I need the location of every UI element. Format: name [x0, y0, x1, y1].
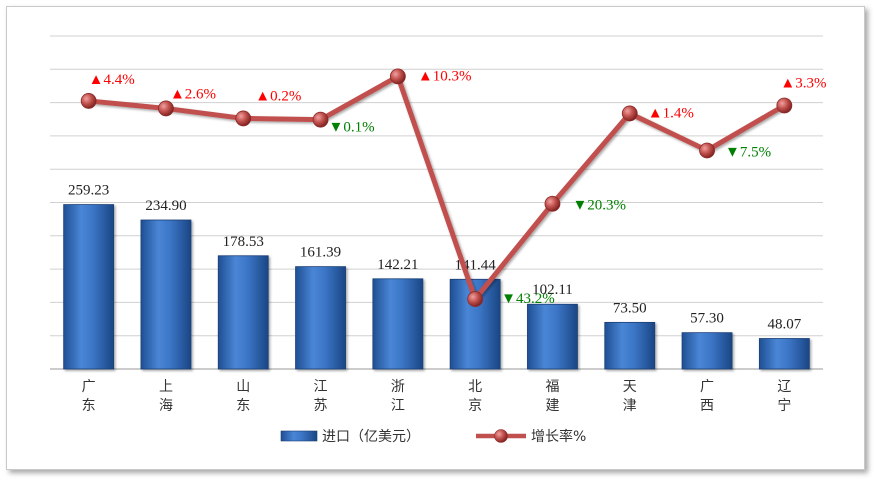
bar — [527, 303, 578, 370]
line-point — [776, 97, 793, 114]
bar-value-label: 57.30 — [690, 311, 724, 327]
legend-bar-swatch — [280, 430, 318, 442]
line-point — [80, 93, 97, 109]
category-label: 海 — [159, 398, 173, 414]
rate-label: ▲3.3% — [780, 76, 826, 92]
rate-label: ▲1.4% — [648, 105, 694, 121]
category-label: 苏 — [314, 398, 328, 414]
bar — [604, 321, 656, 370]
growth-line — [88, 73, 786, 302]
category-label: 广 — [700, 379, 714, 395]
bar-value-label: 234.90 — [145, 198, 186, 214]
bar — [372, 278, 424, 370]
category-label: 宁 — [777, 397, 791, 414]
category-label: 江 — [391, 398, 405, 414]
line-point — [621, 105, 638, 122]
rate-label: ▲10.3% — [418, 68, 472, 84]
category-label: 江 — [314, 379, 328, 395]
bar — [63, 204, 115, 370]
rate-label: ▼7.5% — [725, 144, 771, 160]
legend-line-label: 增长率% — [531, 428, 586, 445]
rate-label: ▼20.3% — [572, 198, 626, 214]
rate-label: ▼0.1% — [329, 120, 375, 136]
line-point — [389, 68, 406, 85]
bar-value-label: 102.11 — [532, 282, 573, 298]
category-label: 建 — [545, 398, 559, 414]
legend-bar-label: 进口（亿美元） — [322, 429, 420, 445]
line-point — [544, 195, 561, 212]
bar-value-label: 48.07 — [767, 317, 801, 333]
category-label: 天 — [623, 379, 637, 395]
bar-series — [63, 204, 810, 370]
category-label: 西 — [700, 398, 714, 414]
line-point — [158, 100, 174, 117]
rate-label: ▼43.2% — [501, 291, 555, 307]
line-point — [235, 110, 252, 127]
category-label: 福 — [545, 379, 559, 395]
bar — [140, 219, 192, 370]
category-label: 东 — [82, 398, 96, 414]
line-point — [467, 291, 484, 307]
bar-value-label: 259.23 — [68, 183, 109, 199]
category-label: 东 — [236, 398, 250, 414]
category-label: 北 — [468, 379, 482, 395]
bar — [681, 332, 733, 370]
line-point — [699, 142, 715, 159]
bar-value-label: 161.39 — [300, 245, 341, 261]
category-label: 浙 — [391, 379, 405, 395]
line-series — [80, 68, 793, 307]
rate-label: ▲2.6% — [170, 86, 216, 102]
legend: 进口（亿美元） 增长率% — [280, 428, 586, 445]
category-label: 辽 — [777, 379, 791, 395]
rate-label: ▲4.4% — [89, 72, 135, 88]
category-label: 上 — [159, 379, 173, 395]
rate-labels: ▲4.4% ▲2.6% ▲0.2% ▼0.1% ▲10.3% ▼43.2% ▼20.3% ▲1… — [89, 68, 827, 307]
category-label: 京 — [468, 398, 482, 414]
bar — [758, 338, 810, 370]
bar — [217, 255, 269, 370]
bar — [295, 266, 346, 370]
category-label: 广 — [82, 379, 96, 395]
category-label: 津 — [623, 398, 637, 414]
rate-label: ▲0.2% — [255, 88, 301, 104]
bar-value-label: 73.50 — [613, 300, 647, 316]
bar-value-label: 178.53 — [223, 234, 264, 250]
line-point — [312, 111, 329, 128]
category-label: 山 — [236, 379, 250, 395]
bar-value-label: 142.21 — [377, 257, 418, 273]
legend-line-marker — [494, 429, 508, 443]
